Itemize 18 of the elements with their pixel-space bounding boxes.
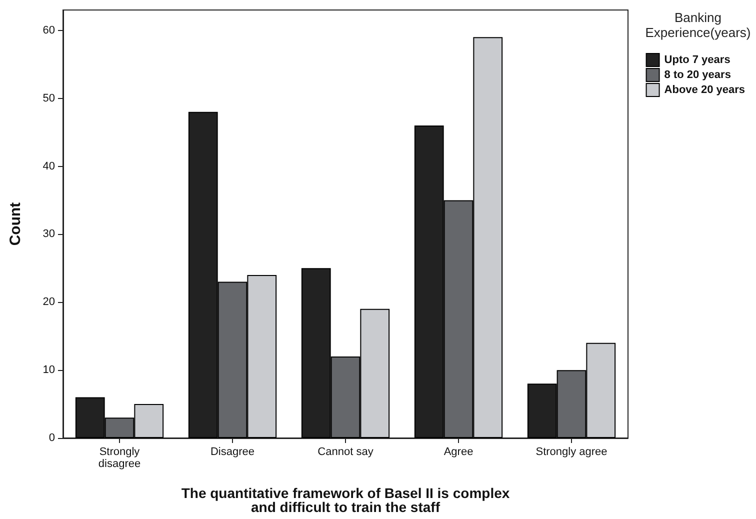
y-tick-label: 30 <box>42 228 55 240</box>
y-tick-label: 0 <box>48 432 55 444</box>
x-tick-label: Agree <box>444 446 474 458</box>
y-tick-label: 20 <box>42 296 55 308</box>
x-axis-title: The quantitative framework of Basel II is complex and difficult to train the staff <box>181 485 510 515</box>
y-tick-label: 10 <box>42 364 55 376</box>
y-axis-title: Count <box>7 202 24 246</box>
legend-label: Upto 7 years <box>664 54 730 66</box>
legend-label: 8 to 20 years <box>664 69 731 81</box>
x-tick-label: Disagree <box>210 446 255 458</box>
x-tick-label: Strongly agree <box>536 446 608 458</box>
y-tick-label: 40 <box>42 160 55 172</box>
y-tick-label: 50 <box>42 92 55 104</box>
legend-title: Banking Experience(years) <box>644 10 752 40</box>
x-tick-label: Cannot say <box>318 446 374 458</box>
legend-label: Above 20 years <box>664 84 745 96</box>
x-tick-label: Strongly disagree <box>98 446 141 470</box>
y-tick-label: 60 <box>42 24 55 36</box>
